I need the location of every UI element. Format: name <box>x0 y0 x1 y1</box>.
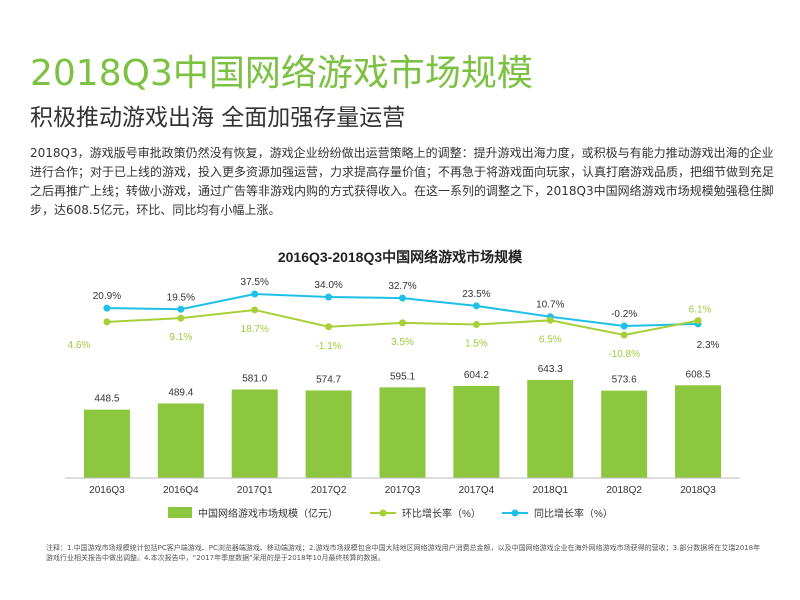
bar-2016Q3 <box>83 409 130 478</box>
qoq-point-2017Q4 <box>472 321 480 329</box>
yoy-point-2017Q2 <box>325 293 333 301</box>
yoy-point-2018Q2 <box>620 322 628 330</box>
qoq-label-2018Q3: 6.1% <box>689 305 712 316</box>
bar-2017Q1 <box>231 389 278 478</box>
legend-label-bars: 中国网络游戏市场规模（亿元） <box>198 507 338 520</box>
bar-2016Q4 <box>157 403 204 478</box>
yoy-point-2017Q1 <box>251 290 259 298</box>
x-tick-2017Q3: 2017Q3 <box>385 485 421 496</box>
x-tick-2018Q2: 2018Q2 <box>606 485 642 496</box>
qoq-point-2018Q1 <box>546 316 554 324</box>
footnotes: 注释：1.中国游戏市场规模统计包括PC客户端游戏、PC浏览器端游戏、移动端游戏；… <box>46 544 761 562</box>
x-tick-2017Q4: 2017Q4 <box>459 485 495 496</box>
yoy-label-2018Q3: 2.3% <box>697 340 720 351</box>
legend-swatch-bars <box>168 507 192 518</box>
qoq-label-2017Q3: 3.5% <box>391 337 414 348</box>
qoq-line-series: 4.6% 9.1% 18.7% -1.1% 3.5% 1.5% 6.5% -10.8% 6.1% <box>68 305 712 360</box>
bar-label-2016Q4: 489.4 <box>168 387 193 398</box>
yoy-label-2018Q2: -0.2% <box>611 309 637 320</box>
page-title: 2018Q3中国网络游戏市场规模 <box>30 53 533 94</box>
x-tick-2017Q1: 2017Q1 <box>237 485 273 496</box>
chart-svg: 2016Q3-2018Q3中国网络游戏市场规模 448.5 489.4 581.0 5… <box>65 249 740 520</box>
qoq-point-2017Q2 <box>325 323 333 331</box>
yoy-label-2017Q3: 32.7% <box>388 281 416 292</box>
bar-label-2017Q2: 574.7 <box>316 374 341 385</box>
x-tick-2016Q4: 2016Q4 <box>163 485 199 496</box>
bar-label-2018Q2: 573.6 <box>612 375 637 386</box>
qoq-point-2018Q3 <box>694 317 702 325</box>
yoy-line-series: 20.9% 19.5% 37.5% 34.0% 32.7% 23.5% 10.7% -0.2%… <box>93 277 720 351</box>
bar-label-2018Q3: 608.5 <box>686 369 711 380</box>
market-size-chart: 2016Q3-2018Q3中国网络游戏市场规模 448.5 489.4 581.0 5… <box>0 240 800 540</box>
bar-label-2017Q3: 595.1 <box>390 371 415 382</box>
legend-label-qoq: 环比增长率（%） <box>402 507 481 520</box>
qoq-point-2017Q1 <box>251 306 259 314</box>
qoq-label-2016Q3: 4.6% <box>68 340 91 351</box>
legend-marker-yoy <box>511 509 519 517</box>
bar-label-2016Q3: 448.5 <box>94 394 119 405</box>
bar-label-2017Q4: 604.2 <box>464 370 489 381</box>
yoy-point-2017Q3 <box>399 294 406 302</box>
yoy-label-2016Q4: 19.5% <box>167 292 195 303</box>
yoy-label-2017Q2: 34.0% <box>314 280 342 291</box>
bar-2018Q2 <box>601 390 648 478</box>
qoq-label-2017Q4: 1.5% <box>465 339 488 350</box>
yoy-label-2018Q1: 10.7% <box>536 300 564 311</box>
qoq-label-2017Q2: -1.1% <box>316 341 342 352</box>
bar-2017Q3 <box>379 387 426 478</box>
qoq-point-2016Q4 <box>177 314 185 322</box>
chart-legend: 中国网络游戏市场规模（亿元） 环比增长率（%） 同比增长率（%） <box>168 507 613 520</box>
bar-2017Q4 <box>453 385 500 478</box>
qoq-label-2016Q4: 9.1% <box>169 332 192 343</box>
chart-title: 2016Q3-2018Q3中国网络游戏市场规模 <box>278 249 523 265</box>
qoq-point-2018Q2 <box>620 331 628 339</box>
qoq-label-2018Q1: 6.5% <box>539 334 562 345</box>
page-subtitle: 积极推动游戏出海 全面加强存量运营 <box>30 105 406 131</box>
yoy-label-2016Q3: 20.9% <box>93 291 121 302</box>
x-tick-2018Q1: 2018Q1 <box>532 485 568 496</box>
bar-label-2018Q1: 643.3 <box>538 364 563 375</box>
qoq-label-2017Q1: 18.7% <box>241 324 269 335</box>
x-tick-2018Q3: 2018Q3 <box>680 485 716 496</box>
summary-paragraph: 2018Q3，游戏版号审批政策仍然没有恢复，游戏企业纷纷做出运营策略上的调整：提… <box>30 146 775 217</box>
yoy-label-2017Q4: 23.5% <box>462 289 490 300</box>
qoq-point-2016Q3 <box>103 318 111 326</box>
x-axis: 2016Q3 2016Q4 2017Q1 2017Q2 2017Q3 2017Q4 2018… <box>65 477 740 496</box>
yoy-label-2017Q1: 37.5% <box>241 277 269 288</box>
legend-marker-qoq <box>379 509 387 517</box>
legend-label-yoy: 同比增长率（%） <box>534 507 613 520</box>
bar-label-2017Q1: 581.0 <box>242 373 267 384</box>
yoy-point-2017Q4 <box>472 302 480 310</box>
bar-2017Q2 <box>305 390 352 478</box>
qoq-point-2017Q3 <box>399 319 406 327</box>
bar-series: 448.5 489.4 581.0 574.7 595.1 604.2 643.3 573.6… <box>83 364 722 478</box>
bar-2018Q3 <box>675 385 722 478</box>
qoq-label-2018Q2: -10.8% <box>608 349 640 360</box>
yoy-point-2016Q3 <box>103 304 111 312</box>
x-tick-2016Q3: 2016Q3 <box>89 485 125 496</box>
bar-2018Q1 <box>527 380 574 478</box>
yoy-point-2016Q4 <box>177 305 185 313</box>
x-tick-2017Q2: 2017Q2 <box>311 485 347 496</box>
